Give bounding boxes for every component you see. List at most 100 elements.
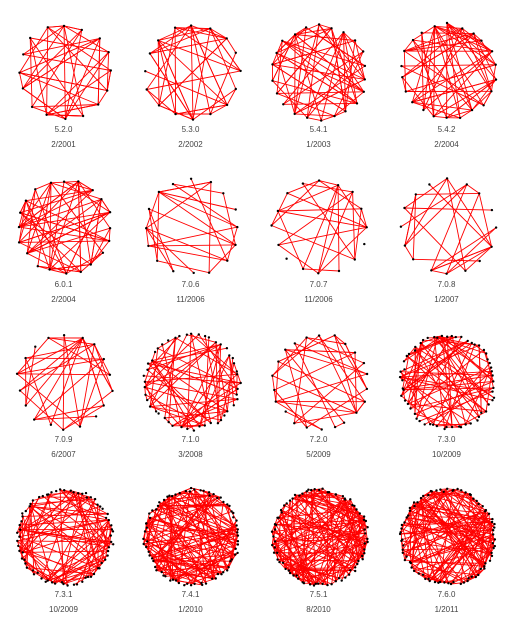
dependency-edge — [158, 25, 192, 41]
module-node — [362, 361, 366, 365]
dependency-edge — [50, 337, 84, 425]
module-node — [69, 489, 73, 492]
module-node — [162, 498, 166, 502]
module-node — [280, 511, 283, 514]
dependency-edge — [18, 211, 111, 243]
module-node — [228, 354, 231, 357]
module-node — [413, 504, 416, 508]
module-node — [333, 425, 337, 429]
graph-panel: 5.3.0 2/2002 — [127, 0, 254, 155]
module-node — [295, 574, 298, 577]
module-node — [431, 423, 435, 426]
dependency-edge — [63, 335, 81, 427]
dependency-edge — [19, 519, 109, 526]
dependency-edge — [318, 24, 332, 29]
dependency-edge — [147, 510, 232, 542]
module-node — [81, 336, 84, 340]
module-node — [447, 582, 450, 585]
module-node — [142, 542, 145, 546]
module-node — [25, 566, 29, 569]
module-node — [235, 370, 238, 373]
dependency-edge — [25, 343, 95, 359]
module-node — [20, 520, 23, 523]
module-node — [282, 103, 285, 106]
module-node — [446, 335, 449, 338]
module-node — [19, 211, 22, 214]
dependency-edge — [429, 370, 493, 425]
module-node — [443, 581, 446, 584]
dependency-graph — [270, 179, 368, 275]
module-node — [93, 343, 96, 346]
module-node — [277, 516, 280, 519]
dependency-edge — [274, 541, 304, 583]
module-node — [108, 373, 112, 376]
module-node — [470, 108, 474, 112]
module-node — [236, 551, 239, 555]
dependency-edge — [64, 489, 101, 508]
module-node — [416, 501, 419, 504]
module-node — [225, 37, 228, 40]
dependency-edge — [481, 40, 497, 65]
dependency-edge — [415, 192, 480, 195]
dependency-edge — [174, 27, 241, 72]
module-node — [62, 428, 65, 431]
module-node — [281, 561, 285, 564]
dependency-edge — [320, 32, 344, 121]
module-node — [403, 399, 407, 402]
module-node — [365, 372, 369, 376]
module-node — [301, 581, 304, 584]
module-node — [219, 496, 222, 499]
dependency-edge — [175, 104, 228, 115]
module-node — [235, 524, 238, 527]
module-node — [464, 269, 467, 272]
dependency-edge — [275, 373, 368, 403]
dependency-edge — [429, 511, 486, 582]
dependency-edge — [412, 39, 473, 111]
dependency-edge — [272, 337, 307, 377]
dependency-edge — [401, 77, 407, 92]
module-node — [279, 508, 283, 512]
dependency-edge — [146, 89, 160, 106]
version-label: 5.4.2 — [437, 125, 456, 134]
dependency-edge — [169, 493, 215, 581]
dependency-edge — [144, 381, 157, 412]
module-node — [435, 489, 438, 492]
dependency-edge — [285, 411, 322, 430]
module-node — [234, 553, 237, 556]
dependency-edge — [349, 499, 359, 562]
dependency-edge — [286, 503, 350, 575]
module-node — [31, 569, 34, 572]
dependency-edge — [404, 559, 485, 567]
module-node — [428, 183, 431, 186]
module-node — [108, 239, 111, 243]
module-node — [17, 225, 21, 229]
module-node — [407, 514, 410, 517]
module-node — [270, 224, 273, 227]
module-node — [97, 567, 100, 570]
module-node — [362, 515, 366, 518]
dependency-edge — [282, 562, 332, 585]
module-node — [492, 546, 495, 550]
module-node — [239, 69, 242, 73]
module-node — [445, 425, 448, 429]
dependency-edge — [18, 241, 81, 273]
dependency-edge — [144, 531, 219, 575]
dependency-edge — [29, 37, 84, 117]
module-node — [494, 226, 498, 229]
module-node — [349, 498, 352, 501]
module-node — [106, 89, 109, 92]
dependency-edge — [157, 40, 177, 115]
module-node — [409, 407, 412, 410]
dependency-edge — [294, 34, 365, 93]
version-label: 7.0.7 — [309, 280, 328, 289]
module-node — [363, 64, 367, 68]
module-node — [36, 265, 39, 268]
module-node — [458, 116, 462, 120]
module-node — [208, 494, 211, 497]
dependency-edge — [73, 492, 106, 560]
dependency-edge — [293, 337, 308, 424]
dependency-edge — [172, 548, 236, 581]
module-node — [216, 572, 220, 576]
version-label: 5.2.0 — [54, 125, 73, 134]
dependency-edge — [18, 189, 36, 243]
